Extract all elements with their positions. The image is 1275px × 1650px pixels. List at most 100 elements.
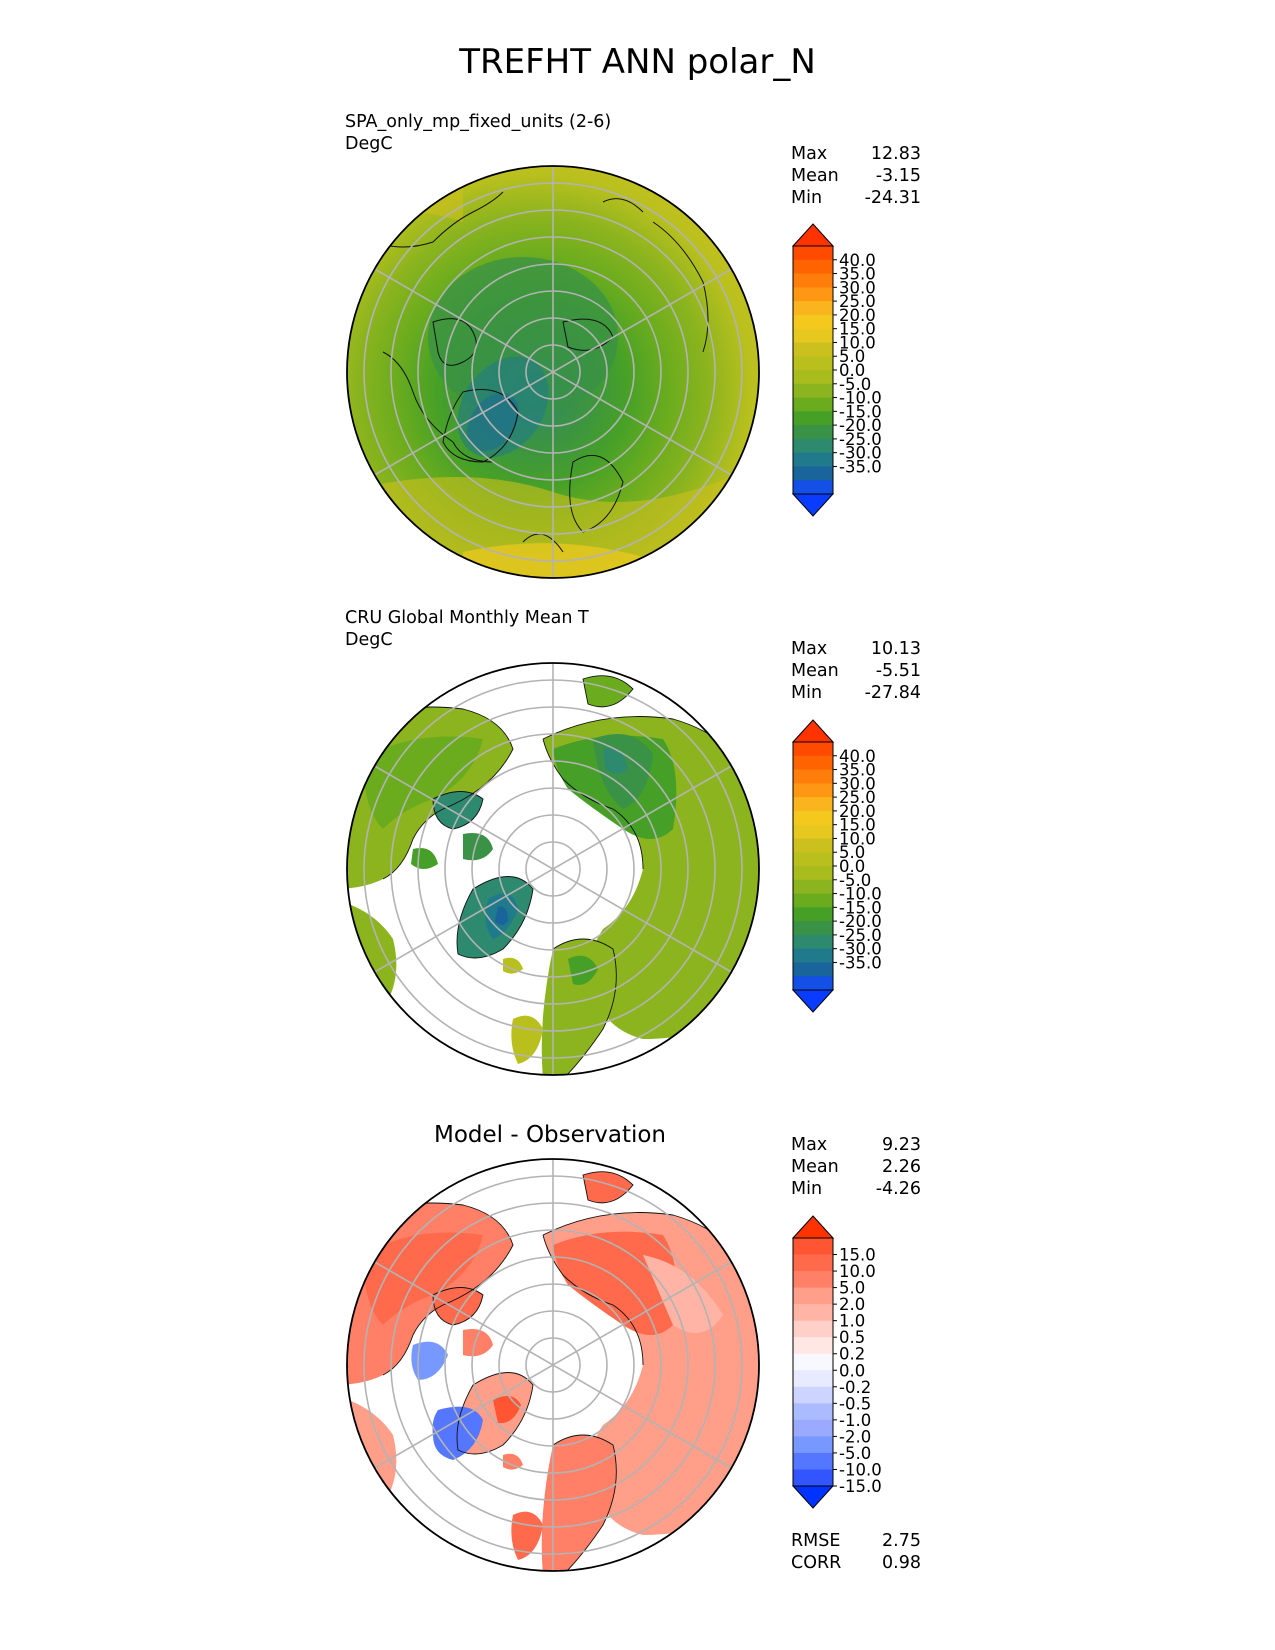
colorbar-tick-label: 40.0	[839, 251, 876, 270]
colorbar-tick-label: -0.2	[839, 1378, 871, 1397]
panel-1-units: DegC	[345, 134, 393, 154]
colorbar-bin	[793, 1370, 833, 1388]
colorbar-tick-label: -35.0	[839, 953, 882, 972]
colorbar-bin	[793, 769, 833, 784]
colorbar-tick-label: -35.0	[839, 457, 882, 476]
colorbar-bin	[793, 852, 833, 867]
colorbar-tick-label: 0.0	[839, 1361, 865, 1380]
colorbar-tick-label: 10.0	[839, 1262, 876, 1281]
panel-1-map	[346, 165, 760, 579]
colorbar-bin	[793, 962, 833, 977]
colorbar-tick-label: 5.0	[839, 347, 865, 366]
colorbar-bin	[793, 1271, 833, 1289]
stat-max: Max 10.13	[791, 639, 921, 659]
stat-corr: CORR 0.98	[791, 1553, 921, 1573]
colorbar-bin	[793, 1469, 833, 1487]
colorbar-bin	[793, 356, 833, 371]
colorbar-bin	[793, 907, 833, 922]
colorbar-bin	[793, 287, 833, 302]
panel-1-name: SPA_only_mp_fixed_units (2-6)	[345, 112, 612, 132]
panel-2-colorbar: 40.035.030.025.020.015.010.05.00.0-5.0-1…	[791, 719, 882, 1013]
stat-max: Max 9.23	[791, 1135, 921, 1155]
colorbar-tick-label: 15.0	[839, 320, 876, 339]
colorbar-bin	[793, 879, 833, 895]
colorbar-bin	[793, 742, 833, 757]
colorbar-tick-label: 10.0	[839, 829, 876, 848]
colorbar-extend-max	[791, 223, 835, 247]
colorbar-tick-label: 0.2	[839, 1345, 865, 1364]
panel-2-stats: Max 10.13 Mean -5.51 Min -27.84	[791, 638, 921, 704]
colorbar-bin	[793, 1238, 833, 1256]
colorbar-tick-label: -5.0	[839, 375, 871, 394]
colorbar-bin	[793, 383, 833, 399]
colorbar-bin	[793, 425, 833, 440]
colorbar-tick-label: -15.0	[839, 402, 882, 421]
colorbar-tick-label: 5.0	[839, 843, 865, 862]
colorbar-tick-label: 15.0	[839, 816, 876, 835]
stat-mean: Mean -5.51	[791, 661, 921, 681]
stat-min: Min -4.26	[791, 1179, 921, 1199]
stat-min: Min -24.31	[791, 188, 921, 208]
colorbar-bin	[793, 411, 833, 426]
colorbar-bin	[793, 824, 833, 839]
colorbar-extend-min	[791, 989, 835, 1013]
colorbar-extend-max	[791, 1215, 835, 1239]
stat-mean: Mean -3.15	[791, 166, 921, 186]
colorbar-tick-label: -20.0	[839, 912, 882, 931]
colorbar-tick-label: -30.0	[839, 940, 882, 959]
colorbar-tick-label: -10.0	[839, 389, 882, 408]
colorbar-bin	[793, 866, 833, 881]
colorbar-tick-label: 0.0	[839, 857, 865, 876]
colorbar-bin	[793, 1254, 833, 1272]
colorbar-bin	[793, 370, 833, 385]
stat-rmse: RMSE 2.75	[791, 1531, 921, 1551]
colorbar-tick-label: 15.0	[839, 1246, 876, 1265]
colorbar-bin	[793, 921, 833, 936]
colorbar-bin	[793, 797, 833, 812]
colorbar-tick-label: -20.0	[839, 416, 882, 435]
colorbar-bin	[793, 328, 833, 343]
colorbar-bin	[793, 1353, 833, 1371]
colorbar-tick-label: -5.0	[839, 1444, 871, 1463]
colorbar-extend-max	[791, 719, 835, 743]
colorbar-tick-label: -10.0	[839, 885, 882, 904]
colorbar-tick-label: 35.0	[839, 761, 876, 780]
colorbar-tick-label: 0.5	[839, 1328, 865, 1347]
colorbar-tick-label: -5.0	[839, 871, 871, 890]
colorbar-bin	[793, 397, 833, 412]
colorbar-tick-label: -15.0	[839, 1477, 882, 1496]
colorbar-bin	[793, 452, 833, 467]
colorbar-bin	[793, 1403, 833, 1421]
colorbar-extend-min	[791, 1485, 835, 1509]
colorbar-tick-label: -15.0	[839, 898, 882, 917]
colorbar-tick-label: 0.0	[839, 361, 865, 380]
colorbar-bin	[793, 301, 833, 316]
colorbar-bin	[793, 783, 833, 798]
colorbar-bin	[793, 976, 833, 991]
colorbar-tick-label: -25.0	[839, 430, 882, 449]
panel-2-map	[346, 662, 760, 1076]
colorbar-tick-label: -0.5	[839, 1394, 871, 1413]
colorbar-bin	[793, 1287, 833, 1305]
colorbar-bin	[793, 273, 833, 288]
colorbar-tick-label: -30.0	[839, 444, 882, 463]
colorbar-bin	[793, 314, 833, 330]
colorbar-bin	[793, 755, 833, 771]
panel-3-colorbar: 15.010.05.02.01.00.50.20.0-0.2-0.5-1.0-2…	[791, 1215, 882, 1509]
colorbar-bin	[793, 838, 833, 853]
colorbar-bin	[793, 934, 833, 950]
stat-max: Max 12.83	[791, 144, 921, 164]
stat-mean: Mean 2.26	[791, 1157, 921, 1177]
colorbar-tick-label: 20.0	[839, 802, 876, 821]
panel-2-units: DegC	[345, 630, 393, 650]
colorbar-bin	[793, 1337, 833, 1355]
panel-1-stats: Max 12.83 Mean -3.15 Min -24.31	[791, 143, 921, 209]
colorbar-tick-label: 25.0	[839, 292, 876, 311]
panel-3-title: Model - Observation	[433, 1122, 667, 1148]
panel-1-title: SPA_only_mp_fixed_units (2-6) DegC	[345, 111, 611, 155]
colorbar-tick-label: 5.0	[839, 1279, 865, 1298]
colorbar-bin	[793, 1320, 833, 1338]
colorbar-tick-label: 10.0	[839, 333, 876, 352]
colorbar-tick-label: -2.0	[839, 1427, 871, 1446]
colorbar-bin	[793, 948, 833, 963]
